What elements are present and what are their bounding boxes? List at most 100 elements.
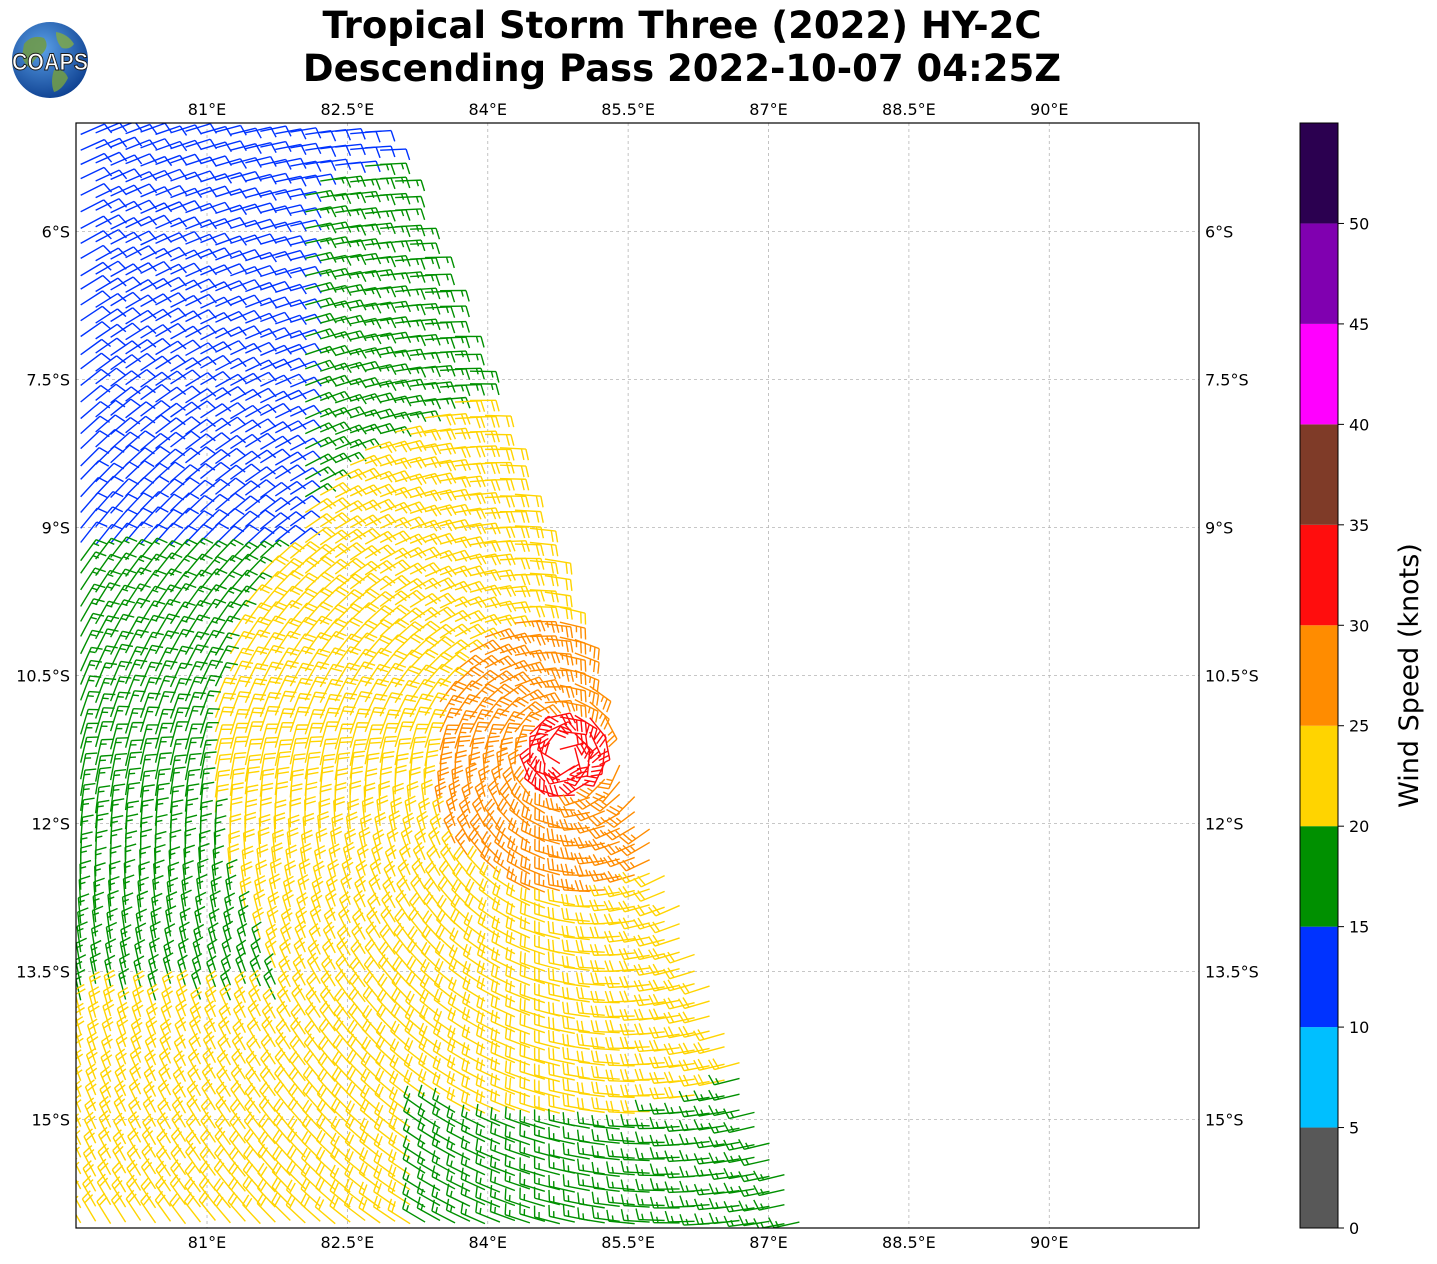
wind-barb bbox=[260, 205, 292, 217]
lon-tick-label-bottom: 88.5°E bbox=[882, 1233, 936, 1252]
wind-barb bbox=[304, 497, 337, 514]
wind-barb bbox=[289, 467, 322, 482]
wind-barb bbox=[319, 497, 352, 512]
wind-barb bbox=[80, 476, 109, 498]
wind-barb bbox=[95, 523, 123, 546]
wind-barb bbox=[125, 123, 158, 135]
wind-barb bbox=[469, 399, 500, 412]
colorbar-tick-label: 25 bbox=[1349, 717, 1369, 736]
wind-barb bbox=[319, 529, 351, 546]
colorbar-bin bbox=[1300, 1027, 1338, 1128]
wind-barb bbox=[275, 357, 307, 369]
wind-barb bbox=[185, 356, 217, 371]
lon-tick-label-bottom: 81°E bbox=[188, 1233, 226, 1252]
wind-barb bbox=[319, 542, 351, 560]
lon-tick-label-top: 87°E bbox=[749, 100, 787, 119]
wind-barb bbox=[185, 248, 218, 260]
wind-barb bbox=[185, 170, 218, 181]
wind-barb bbox=[245, 432, 277, 448]
wind-barb bbox=[319, 406, 352, 418]
wind-barb bbox=[259, 539, 290, 559]
wind-barb bbox=[215, 158, 247, 169]
wind-barb bbox=[184, 569, 213, 592]
wind-barb bbox=[499, 526, 530, 539]
wind-barb bbox=[110, 386, 141, 404]
wind-barb bbox=[95, 337, 127, 354]
wind-barb bbox=[350, 160, 381, 173]
wind-barb bbox=[305, 312, 337, 324]
wind-barb bbox=[230, 279, 262, 290]
wind-barb bbox=[80, 460, 110, 480]
wind-barb bbox=[544, 558, 573, 575]
wind-barb bbox=[200, 217, 233, 229]
wind-barb bbox=[140, 569, 167, 592]
wind-barb bbox=[80, 338, 112, 356]
wind-barb bbox=[140, 186, 173, 198]
wind-barb bbox=[380, 162, 411, 175]
wind-barb bbox=[155, 417, 186, 435]
wind-barb bbox=[349, 454, 382, 467]
wind-barb bbox=[215, 124, 247, 136]
wind-barb bbox=[499, 495, 530, 508]
wind-barb bbox=[125, 183, 158, 196]
wind-barb bbox=[185, 400, 217, 417]
wind-barb bbox=[439, 536, 472, 549]
wind-barb bbox=[440, 320, 470, 333]
wind-barb bbox=[440, 336, 471, 349]
lat-tick-label-right: 13.5°S bbox=[1205, 962, 1259, 981]
lat-tick-label-left: 12°S bbox=[31, 814, 70, 833]
wind-barb bbox=[379, 470, 412, 483]
wind-barb bbox=[110, 478, 140, 499]
title-line-1: Tropical Storm Three (2022) HY-2C bbox=[322, 4, 1042, 47]
colorbar-tick-label: 50 bbox=[1349, 214, 1369, 233]
wind-barb bbox=[289, 527, 321, 545]
lon-tick-label-bottom: 82.5°E bbox=[321, 1233, 375, 1252]
wind-barb bbox=[80, 352, 111, 370]
wind-barb bbox=[364, 408, 397, 420]
lon-tick-label-bottom: 90°E bbox=[1030, 1233, 1068, 1252]
wind-barb bbox=[484, 448, 515, 461]
wind-barb bbox=[395, 208, 426, 221]
wind-barb bbox=[170, 492, 200, 512]
wind-barb bbox=[334, 424, 367, 436]
wind-barb bbox=[125, 401, 156, 419]
wind-barb bbox=[469, 507, 501, 520]
wind-barb bbox=[95, 490, 124, 512]
wind-barb bbox=[379, 457, 412, 470]
wind-barb bbox=[215, 216, 248, 228]
wind-barb bbox=[125, 339, 157, 355]
wind-barb bbox=[410, 227, 441, 240]
wind-barb bbox=[410, 303, 441, 315]
wind-barb bbox=[185, 446, 216, 464]
wind-barb bbox=[95, 383, 126, 401]
wind-barb bbox=[125, 583, 151, 607]
wind-barb bbox=[274, 496, 306, 513]
wind-barb bbox=[484, 478, 515, 491]
wind-barb bbox=[499, 510, 530, 523]
wind-barb bbox=[304, 571, 335, 591]
wind-barb bbox=[259, 448, 292, 464]
wind-barb bbox=[95, 292, 127, 308]
wind-barb bbox=[364, 392, 397, 404]
wind-barb bbox=[320, 158, 352, 171]
wind-barb bbox=[169, 582, 197, 606]
wind-barb bbox=[95, 323, 127, 340]
wind-barb bbox=[379, 559, 412, 574]
wind-barb bbox=[304, 526, 336, 544]
wind-barb bbox=[185, 418, 216, 435]
wind-barb bbox=[469, 492, 501, 505]
wind-barb bbox=[215, 280, 247, 292]
wind-barb bbox=[469, 584, 502, 597]
wind-barb bbox=[245, 281, 277, 293]
wind-barb bbox=[484, 414, 515, 428]
wind-barb bbox=[365, 222, 396, 235]
wind-barb bbox=[335, 330, 367, 342]
wind-barb bbox=[349, 527, 382, 543]
wind-barb bbox=[260, 280, 292, 292]
wind-barb bbox=[140, 138, 173, 149]
wind-barb bbox=[155, 354, 187, 370]
wind-barb bbox=[469, 445, 501, 458]
wind-barb bbox=[215, 373, 247, 388]
wind-barb bbox=[80, 290, 112, 306]
